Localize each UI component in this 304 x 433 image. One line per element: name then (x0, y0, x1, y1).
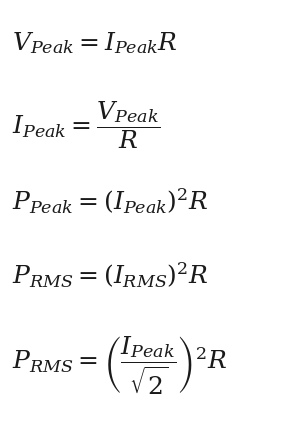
Text: $P_{RMS} = (I_{RMS})^2 R$: $P_{RMS} = (I_{RMS})^2 R$ (12, 260, 209, 290)
Text: $V_{Peak} = I_{Peak}R$: $V_{Peak} = I_{Peak}R$ (12, 30, 178, 56)
Text: $I_{Peak} = \dfrac{V_{Peak}}{R}$: $I_{Peak} = \dfrac{V_{Peak}}{R}$ (12, 100, 161, 152)
Text: $P_{RMS} = \left(\dfrac{I_{Peak}}{\sqrt{2}}\right)^2 R$: $P_{RMS} = \left(\dfrac{I_{Peak}}{\sqrt{… (12, 335, 227, 397)
Text: $P_{Peak} = (I_{Peak})^2 R$: $P_{Peak} = (I_{Peak})^2 R$ (12, 187, 209, 216)
